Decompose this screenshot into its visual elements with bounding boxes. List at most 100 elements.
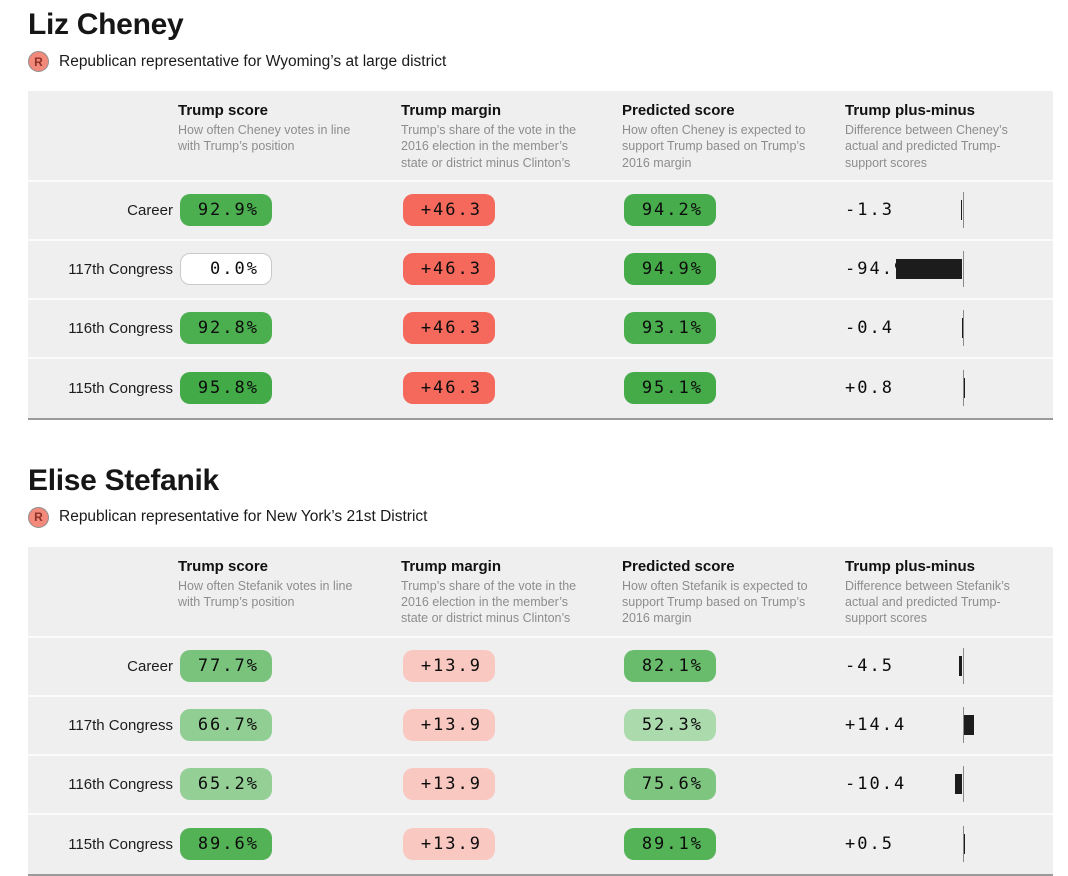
plus-minus-cell: -0.4 bbox=[845, 300, 1053, 357]
predicted-score-pill: 75.6% bbox=[624, 768, 716, 800]
table-header-row: Trump score How often Cheney votes in li… bbox=[28, 91, 1053, 182]
plus-minus-value: -1.3 bbox=[845, 200, 894, 220]
plus-minus-cell: -94.9 bbox=[845, 241, 1053, 298]
trump-margin-pill: +46.3 bbox=[403, 312, 495, 344]
plus-minus-bar bbox=[955, 774, 962, 794]
plus-minus-cell: +0.5 bbox=[845, 815, 1053, 874]
plus-minus-value: +0.5 bbox=[845, 834, 894, 854]
column-title: Trump margin bbox=[401, 102, 622, 119]
trump-score-cell: 92.9% bbox=[178, 194, 401, 226]
column-description: How often Stefanik is expected to suppor… bbox=[622, 578, 815, 627]
table-row: 117th Congress 0.0% +46.3 94.9% -94.9 bbox=[28, 241, 1053, 300]
row-label: 115th Congress bbox=[28, 836, 178, 853]
person-section: Liz Cheney R Republican representative f… bbox=[28, 8, 1068, 420]
column-description: Difference between Stefanik’s actual and… bbox=[845, 578, 1038, 627]
column-description: Trump’s share of the vote in the 2016 el… bbox=[401, 578, 594, 627]
predicted-score-pill: 93.1% bbox=[624, 312, 716, 344]
row-label: Career bbox=[28, 202, 178, 219]
trump-margin-pill: +46.3 bbox=[403, 253, 495, 285]
trump-score-pill: 77.7% bbox=[180, 650, 272, 682]
score-table: Trump score How often Stefanik votes in … bbox=[28, 547, 1053, 876]
predicted-score-cell: 94.9% bbox=[622, 253, 845, 285]
trump-score-cell: 92.8% bbox=[178, 312, 401, 344]
predicted-score-pill: 95.1% bbox=[624, 372, 716, 404]
party-line: R Republican representative for Wyoming’… bbox=[28, 51, 1068, 72]
table-row: 116th Congress 92.8% +46.3 93.1% -0.4 bbox=[28, 300, 1053, 359]
trump-score-cell: 77.7% bbox=[178, 650, 401, 682]
republican-party-badge-icon: R bbox=[28, 51, 49, 72]
column-header-trump-plus-minus: Trump plus-minus Difference between Stef… bbox=[845, 558, 1053, 627]
header-spacer bbox=[28, 102, 178, 171]
plus-minus-axis bbox=[963, 648, 964, 684]
trump-margin-cell: +46.3 bbox=[401, 194, 622, 226]
trump-score-pill: 65.2% bbox=[180, 768, 272, 800]
plus-minus-cell: +0.8 bbox=[845, 359, 1053, 418]
table-row: Career 92.9% +46.3 94.2% -1.3 bbox=[28, 182, 1053, 241]
trump-score-pill: 66.7% bbox=[180, 709, 272, 741]
plus-minus-cell: -1.3 bbox=[845, 182, 1053, 239]
trump-margin-cell: +46.3 bbox=[401, 372, 622, 404]
predicted-score-pill: 94.9% bbox=[624, 253, 716, 285]
plus-minus-bar bbox=[964, 378, 965, 398]
predicted-score-cell: 93.1% bbox=[622, 312, 845, 344]
row-label: 117th Congress bbox=[28, 261, 178, 278]
row-label: Career bbox=[28, 658, 178, 675]
trump-score-pill: 95.8% bbox=[180, 372, 272, 404]
predicted-score-cell: 82.1% bbox=[622, 650, 845, 682]
trump-margin-pill: +46.3 bbox=[403, 194, 495, 226]
row-label: 115th Congress bbox=[28, 380, 178, 397]
predicted-score-cell: 89.1% bbox=[622, 828, 845, 860]
column-description: How often Cheney is expected to support … bbox=[622, 122, 815, 171]
column-title: Trump score bbox=[178, 558, 401, 575]
trump-margin-pill: +13.9 bbox=[403, 650, 495, 682]
trump-margin-cell: +13.9 bbox=[401, 768, 622, 800]
column-header-trump-plus-minus: Trump plus-minus Difference between Chen… bbox=[845, 102, 1053, 171]
plus-minus-bar bbox=[964, 715, 974, 735]
plus-minus-axis bbox=[963, 192, 964, 228]
trump-score-pill: 89.6% bbox=[180, 828, 272, 860]
trump-margin-pill: +46.3 bbox=[403, 372, 495, 404]
column-header-trump-margin: Trump margin Trump’s share of the vote i… bbox=[401, 102, 622, 171]
trump-score-pill: 92.8% bbox=[180, 312, 272, 344]
person-name: Elise Stefanik bbox=[28, 464, 1068, 498]
column-description: How often Stefanik votes in line with Tr… bbox=[178, 578, 371, 611]
plus-minus-axis bbox=[963, 251, 964, 287]
trump-score-pill: 0.0% bbox=[180, 253, 272, 285]
column-title: Trump score bbox=[178, 102, 401, 119]
column-description: How often Cheney votes in line with Trum… bbox=[178, 122, 371, 155]
table-row: 115th Congress 89.6% +13.9 89.1% +0.5 bbox=[28, 815, 1053, 874]
trump-margin-cell: +13.9 bbox=[401, 828, 622, 860]
trump-margin-cell: +13.9 bbox=[401, 709, 622, 741]
plus-minus-cell: -4.5 bbox=[845, 638, 1053, 695]
row-label: 116th Congress bbox=[28, 776, 178, 793]
table-row: Career 77.7% +13.9 82.1% -4.5 bbox=[28, 638, 1053, 697]
plus-minus-value: -4.5 bbox=[845, 656, 894, 676]
trump-margin-cell: +46.3 bbox=[401, 253, 622, 285]
plus-minus-axis bbox=[963, 310, 964, 346]
column-header-predicted-score: Predicted score How often Cheney is expe… bbox=[622, 102, 845, 171]
predicted-score-cell: 95.1% bbox=[622, 372, 845, 404]
table-header-row: Trump score How often Stefanik votes in … bbox=[28, 547, 1053, 638]
plus-minus-value: +14.4 bbox=[845, 715, 906, 735]
table-row: 115th Congress 95.8% +46.3 95.1% +0.8 bbox=[28, 359, 1053, 418]
predicted-score-cell: 75.6% bbox=[622, 768, 845, 800]
trump-margin-pill: +13.9 bbox=[403, 768, 495, 800]
row-label: 116th Congress bbox=[28, 320, 178, 337]
row-label: 117th Congress bbox=[28, 717, 178, 734]
header-spacer bbox=[28, 558, 178, 627]
plus-minus-bar bbox=[959, 656, 962, 676]
trump-margin-cell: +13.9 bbox=[401, 650, 622, 682]
trump-score-pill: 92.9% bbox=[180, 194, 272, 226]
party-description: Republican representative for New York’s… bbox=[59, 508, 427, 526]
trump-margin-pill: +13.9 bbox=[403, 828, 495, 860]
plus-minus-value: -0.4 bbox=[845, 318, 894, 338]
trump-score-cell: 0.0% bbox=[178, 253, 401, 285]
predicted-score-pill: 89.1% bbox=[624, 828, 716, 860]
column-description: Difference between Cheney’s actual and p… bbox=[845, 122, 1038, 171]
plus-minus-bar bbox=[896, 259, 962, 279]
trump-score-cell: 65.2% bbox=[178, 768, 401, 800]
predicted-score-pill: 94.2% bbox=[624, 194, 716, 226]
party-line: R Republican representative for New York… bbox=[28, 507, 1068, 528]
trump-score-cell: 66.7% bbox=[178, 709, 401, 741]
